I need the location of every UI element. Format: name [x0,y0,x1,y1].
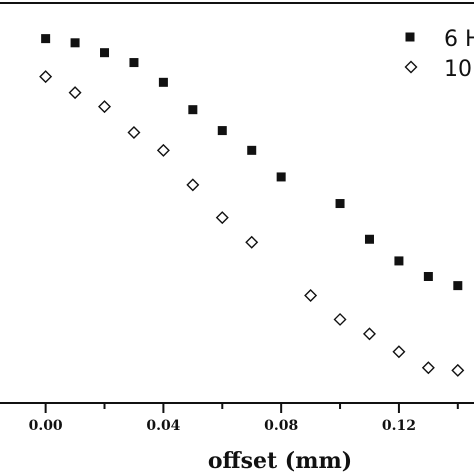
data-point [215,211,229,225]
data-point [127,125,141,139]
legend-marker [405,32,415,42]
data-point [129,58,139,68]
x-tick-label: 0.04 [146,418,180,434]
legend-label: 10 [444,57,472,82]
data-point [333,312,347,326]
legend: 6 H10 [404,27,474,82]
data-point [276,172,286,182]
data-point [70,38,80,48]
x-tick-label: 0.00 [29,418,63,434]
legend-marker [404,60,418,74]
data-point [68,86,82,100]
plot-frame [0,2,474,404]
data-point [394,256,404,266]
data-point [451,363,465,377]
data-point [217,126,227,136]
data-point [335,199,345,209]
data-point [245,235,259,249]
data-point [392,345,406,359]
x-tick-label: 0.12 [382,418,416,434]
x-axis-tick-labels: 0.00 0.04 0.08 0.12 [29,418,416,434]
x-axis-ticks [44,403,459,413]
data-point [304,289,318,302]
x-tick-label: 0.08 [264,418,298,434]
data-point [41,34,51,44]
data-point [362,327,376,341]
x-axis-title: offset (mm) [208,448,352,474]
series-1 [41,34,463,291]
data-point [100,48,110,58]
data-point [188,105,198,115]
data-point [364,234,374,244]
legend-label: 6 H [444,27,474,52]
data-point [421,361,435,375]
series-2 [39,70,465,377]
data-point [423,272,433,281]
data-point [158,77,168,87]
data-point [156,143,170,157]
data-point [186,178,200,192]
data-point [39,70,53,84]
data-points [39,34,465,377]
data-point [98,100,112,114]
data-point [247,145,257,155]
data-point [453,281,463,291]
